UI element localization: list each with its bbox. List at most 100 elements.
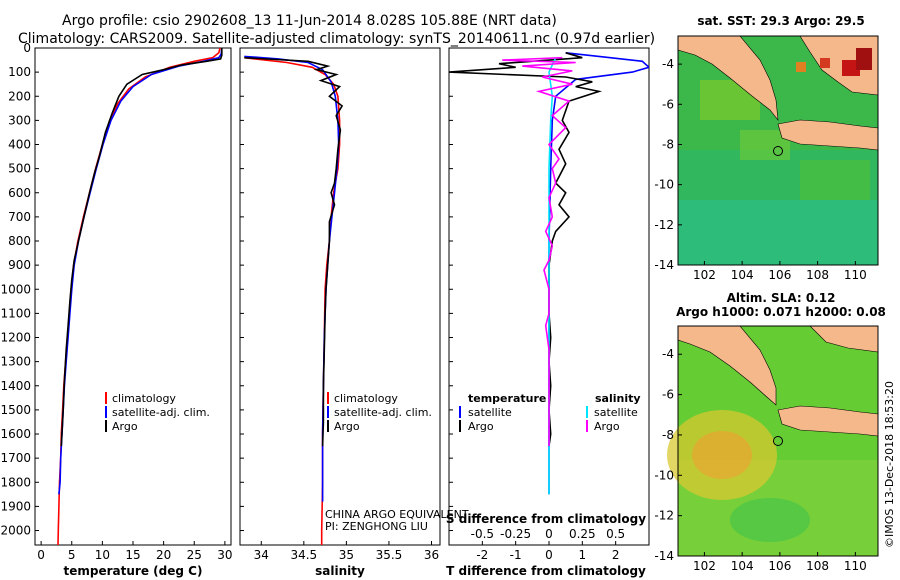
argo-location-marker xyxy=(773,436,783,446)
x-tick-label: 36 xyxy=(424,548,439,562)
depth-tick-label: 1700 xyxy=(0,451,31,465)
depth-tick-label: 1100 xyxy=(0,306,31,320)
footer-timestamp: ©IMOS 13-Dec-2018 18:53:20 xyxy=(883,381,896,548)
depth-tick-label: 500 xyxy=(8,162,31,176)
map-y-tick-label: -14 xyxy=(654,549,674,563)
temperature-x-axis: 0 5 10 15 20 25 30 xyxy=(37,541,233,562)
map-x-tick-label: 110 xyxy=(844,559,867,573)
x-tick-label: 10 xyxy=(95,548,110,562)
map-y-tick-label: -12 xyxy=(654,218,674,232)
map-y-tick-label: -8 xyxy=(662,428,674,442)
legend-argo-label: Argo xyxy=(112,420,138,433)
legend-temp-argo-label: Argo xyxy=(468,420,494,433)
credit-line1: CHINA ARGO EQUIVALENT xyxy=(325,508,469,521)
salinity-difference-axis-label: S difference from climatology xyxy=(446,512,646,526)
legend-sal-argo-label: Argo xyxy=(594,420,620,433)
x-tick-label: 30 xyxy=(217,548,232,562)
sla-map-axes: 102 104 106 108 110 -4 -6 -8 -10 -12 -14 xyxy=(654,347,866,573)
series-line-salinity-argo xyxy=(502,56,576,447)
depth-tick-label: 1800 xyxy=(0,475,31,489)
depth-tick-label: 700 xyxy=(8,210,31,224)
map-x-tick-label: 102 xyxy=(693,559,716,573)
sla-map-title-line1: Altim. SLA: 0.12 xyxy=(727,291,836,305)
map-x-tick-label: 106 xyxy=(768,268,791,282)
x-tick-label: 34.5 xyxy=(290,548,317,562)
argo-location-marker xyxy=(773,146,783,156)
map-x-tick-label: 104 xyxy=(731,268,754,282)
x-tick-label: 35.5 xyxy=(376,548,403,562)
depth-tick-label: 1300 xyxy=(0,355,31,369)
depth-tick-label: 600 xyxy=(8,186,31,200)
map-y-tick-label: -4 xyxy=(662,57,674,71)
temperature-panel-frame xyxy=(34,47,232,546)
difference-axis-label: T difference from climatology xyxy=(446,564,646,578)
map-y-tick-label: -8 xyxy=(662,137,674,151)
map-y-tick-label: -14 xyxy=(654,258,674,272)
depth-tick-label: 0 xyxy=(23,41,31,55)
depth-tick-label: 200 xyxy=(8,89,31,103)
x-tick-label: 15 xyxy=(125,548,140,562)
sst-map xyxy=(677,35,879,266)
map-x-tick-label: 108 xyxy=(806,268,829,282)
legend-climatology-label: climatology xyxy=(112,392,176,405)
depth-tick-label: 100 xyxy=(8,65,31,79)
temperature-axis-label: temperature (deg C) xyxy=(64,564,203,578)
x-tick-label: 5 xyxy=(68,548,76,562)
map-x-tick-label: 104 xyxy=(731,559,754,573)
map-x-tick-label: 106 xyxy=(768,559,791,573)
salinity-series xyxy=(244,55,344,545)
legend-satellite-label: satellite-adj. clim. xyxy=(112,406,210,419)
sumatra-landmass xyxy=(677,325,777,406)
legend-temp-satellite-label: satellite xyxy=(468,406,512,419)
depth-tick-label: 1400 xyxy=(0,379,31,393)
map-y-tick-label: -4 xyxy=(662,347,674,361)
map-x-tick-label: 108 xyxy=(806,559,829,573)
x2-tick-label: 0.5 xyxy=(606,527,625,541)
series-line-argo xyxy=(244,56,344,447)
depth-tick-label: 300 xyxy=(8,113,31,127)
salinity-x-axis: 34 34.5 35 35.5 36 xyxy=(254,541,439,562)
x2-tick-label: -0.5 xyxy=(471,527,494,541)
depth-tick-label: 1900 xyxy=(0,499,31,513)
x-tick-label: 20 xyxy=(156,548,171,562)
x-tick-label: -1 xyxy=(510,548,522,562)
sumatra-landmass xyxy=(677,35,779,121)
sst-map-axes: 102 104 106 108 110 -4 -6 -8 -10 -12 -14 xyxy=(654,57,866,282)
sst-map-title: sat. SST: 29.3 Argo: 29.5 xyxy=(697,14,864,28)
series-line-argo xyxy=(60,48,223,447)
legend-climatology-label: climatology xyxy=(334,392,398,405)
figure-title-line1: Argo profile: csio 2902608_13 11-Jun-201… xyxy=(62,13,557,29)
x-tick-label: 35 xyxy=(339,548,354,562)
depth-tick-label: 2000 xyxy=(0,524,31,538)
legend-satellite-label: satellite-adj. clim. xyxy=(334,406,432,419)
salinity-axis-label: salinity xyxy=(315,564,365,578)
x2-tick-label: 0.25 xyxy=(569,527,596,541)
difference-series xyxy=(449,52,649,495)
figure-title-line2: Climatology: CARS2009. Satellite-adjuste… xyxy=(18,31,655,47)
sla-map xyxy=(667,325,879,557)
x-tick-label: 1 xyxy=(579,548,587,562)
temperature-series xyxy=(57,48,223,545)
x-tick-label: 34 xyxy=(254,548,269,562)
depth-tick-label: 1000 xyxy=(0,282,31,296)
legend-temperature-title: temperature xyxy=(468,392,546,405)
x-tick-label: -2 xyxy=(476,548,488,562)
salinity-legend: climatology satellite-adj. clim. Argo xyxy=(327,392,432,433)
depth-tick-label: 1600 xyxy=(0,427,31,441)
x2-tick-label: 0 xyxy=(545,527,553,541)
salinity-difference-ticks: -0.5 -0.25 0 0.25 0.5 xyxy=(471,527,626,541)
legend-salinity-title: salinity xyxy=(595,392,641,405)
x-tick-label: 0 xyxy=(545,548,553,562)
depth-tick-label: 400 xyxy=(8,138,31,152)
map-x-tick-label: 102 xyxy=(693,268,716,282)
x2-tick-label: -0.25 xyxy=(500,527,531,541)
map-y-tick-label: -10 xyxy=(654,178,674,192)
depth-tick-label: 900 xyxy=(8,258,31,272)
map-x-tick-label: 110 xyxy=(844,268,867,282)
credit-line2: PI: ZENGHONG LIU xyxy=(325,520,428,533)
x-tick-label: 0 xyxy=(37,548,45,562)
legend-argo-label: Argo xyxy=(334,420,360,433)
x-tick-label: 2 xyxy=(612,548,620,562)
difference-legend: temperature salinity satellite Argo sate… xyxy=(459,392,641,433)
